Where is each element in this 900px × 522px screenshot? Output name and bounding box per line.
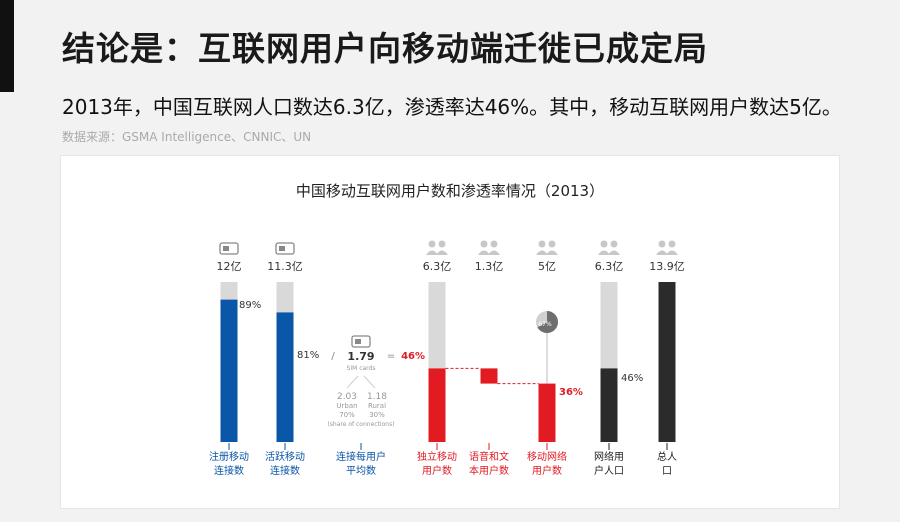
users-icon-6-head-2 [668, 240, 676, 248]
percent-label-1: 81% [297, 350, 319, 361]
bar-5-remainder [600, 282, 618, 369]
bar-value-label-2: 6.3亿 [423, 260, 452, 273]
category-label-6-line2: 口 [662, 466, 672, 477]
bar-value-label-1: 11.3亿 [267, 260, 303, 273]
bar-2-value [428, 368, 446, 442]
users-icon-3-body-1 [478, 250, 490, 255]
users-icon-2-head-1 [428, 240, 436, 248]
category-label-4-line2: 用户数 [532, 464, 562, 477]
ratio-caption: SIM cards [347, 365, 376, 372]
users-icon-2-head-2 [438, 240, 446, 248]
urban-share: 70% [339, 411, 355, 419]
bar-6-value [658, 282, 676, 442]
mobile-internet-chart: 中国移动互联网用户数和渗透率情况（2013） 12亿 11.3亿 6.3亿 1.3亿 5亿… [209, 182, 685, 477]
data-source: 数据来源：GSMA Intelligence、CNNIC、UN [62, 130, 312, 144]
page-title: 结论是：互联网用户向移动端迁徙已成定局 [62, 29, 708, 68]
percent-label-2: 46% [401, 351, 425, 362]
bar-value-label-6: 13.9亿 [649, 260, 685, 273]
category-label-0-line1: 注册移动 [209, 450, 249, 463]
sim-card-icon-0 [219, 242, 239, 255]
bar-3-value [480, 368, 498, 384]
users-icon-3-body-2 [488, 250, 500, 255]
sim-card-icon-1-chip [279, 246, 285, 251]
users-icon-4-body-2 [546, 250, 558, 255]
category-label-5-line2: 户人口 [594, 464, 624, 477]
category-label-3-line1: 语音和文 [469, 450, 509, 463]
ratio-slash: / [331, 351, 335, 362]
ratio-branch-right [363, 375, 376, 389]
category-label-1-line2: 连接数 [270, 464, 300, 477]
share-note: (share of connections) [327, 421, 394, 428]
bar-1-value [276, 312, 294, 442]
category-label-3-line2: 本用户数 [469, 464, 509, 477]
percent-label-5: 46% [621, 373, 643, 384]
category-label-0-line2: 连接数 [214, 464, 244, 477]
percent-label-4: 36% [559, 387, 583, 398]
ratio-value: 1.79 [347, 350, 374, 363]
page-subtitle: 2013年，中国互联网人口数达6.3亿，渗透率达46%。其中，移动互联网用户数达… [62, 95, 842, 119]
users-icon-4-body-1 [536, 250, 548, 255]
bar-0-value [220, 299, 238, 442]
bar-5-value [600, 368, 618, 442]
bar-0-remainder [220, 282, 238, 300]
users-icon-3-head-1 [480, 240, 488, 248]
bar-value-label-5: 6.3亿 [595, 260, 624, 273]
users-icon-5-body-1 [598, 250, 610, 255]
users-icon-5-head-2 [610, 240, 618, 248]
ratio-equals: = [387, 351, 395, 362]
users-icon-2-body-1 [426, 250, 438, 255]
rural-label: Rural [368, 402, 386, 410]
rural-share: 30% [369, 411, 385, 419]
ratio-branch-left [346, 375, 359, 389]
pie-share-slice [537, 311, 558, 333]
bar-value-label-3: 1.3亿 [475, 260, 504, 273]
left-accent-bar [0, 0, 14, 92]
users-icon-6-body-2 [666, 250, 678, 255]
chart-card: 中国移动互联网用户数和渗透率情况（2013） 12亿 11.3亿 6.3亿 1.3亿 5亿… [60, 155, 840, 509]
chart-title: 中国移动互联网用户数和渗透率情况（2013） [296, 182, 604, 200]
users-icon-6-head-1 [658, 240, 666, 248]
category-label-4-line1: 移动网络 [527, 450, 567, 463]
pie-label: 67% [538, 321, 552, 328]
users-icon-2-body-2 [436, 250, 448, 255]
urban-label: Urban [336, 402, 357, 410]
bar-4-value [538, 383, 556, 442]
users-icon-6-body-1 [656, 250, 668, 255]
category-label-5-line1: 网络用 [594, 450, 624, 463]
users-icon-3-head-2 [490, 240, 498, 248]
sim-card-icon-ratio-chip [355, 339, 361, 344]
urban-value: 2.03 [337, 392, 357, 402]
bar-value-label-4: 5亿 [538, 260, 556, 273]
category-label-2-line1: 独立移动 [417, 450, 457, 463]
category-label-ratio-line2: 平均数 [346, 464, 376, 477]
category-label-1-line1: 活跃移动 [265, 450, 305, 463]
category-label-2-line2: 用户数 [422, 464, 452, 477]
percent-label-0: 89% [239, 300, 261, 311]
sim-card-icon-ratio [351, 335, 371, 348]
sim-card-icon-1 [275, 242, 295, 255]
bar-value-label-0: 12亿 [217, 260, 242, 273]
rural-value: 1.18 [367, 392, 387, 402]
users-icon-4-head-2 [548, 240, 556, 248]
users-icon-5-head-1 [600, 240, 608, 248]
category-label-ratio-line1: 连接每用户 [336, 450, 386, 463]
bar-1-remainder [276, 282, 294, 313]
users-icon-5-body-2 [608, 250, 620, 255]
bar-2-remainder [428, 282, 446, 369]
category-label-6-line1: 总人 [657, 450, 677, 463]
sim-card-icon-0-chip [223, 246, 229, 251]
users-icon-4-head-1 [538, 240, 546, 248]
